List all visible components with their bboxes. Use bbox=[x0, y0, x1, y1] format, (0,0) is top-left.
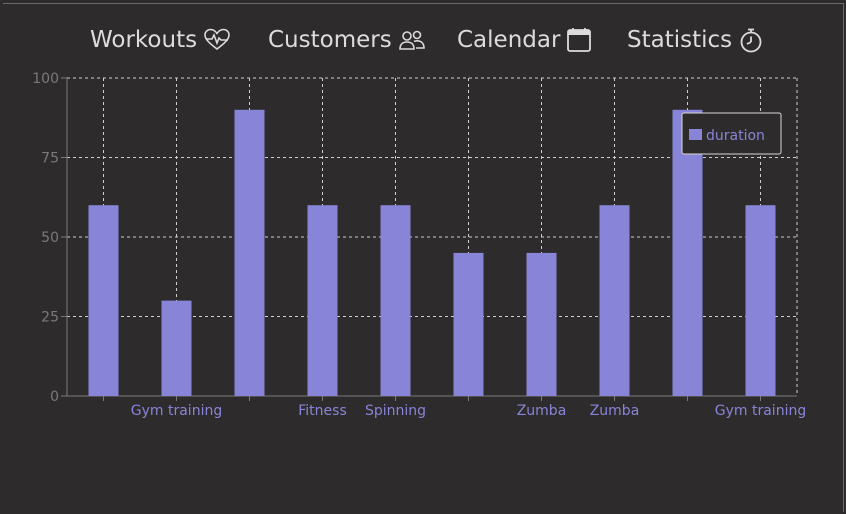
heart-pulse-icon bbox=[204, 28, 230, 51]
bar-duration bbox=[88, 205, 119, 396]
y-tick-label: 25 bbox=[41, 310, 59, 326]
nav-customers-label: Customers bbox=[268, 27, 392, 53]
bar-duration bbox=[234, 109, 265, 397]
y-tick-label: 50 bbox=[41, 230, 59, 246]
y-tick-label: 100 bbox=[32, 71, 59, 87]
x-tick-label: Gym training bbox=[715, 403, 806, 419]
stopwatch-icon bbox=[740, 28, 762, 53]
nav-workouts-label: Workouts bbox=[90, 27, 198, 53]
bar-duration bbox=[161, 300, 192, 396]
legend-label: duration bbox=[706, 128, 765, 144]
nav-calendar[interactable]: Calendar bbox=[457, 20, 592, 60]
top-nav: Workouts Customers Calendar Statistics bbox=[0, 20, 846, 60]
x-tick-label: Spinning bbox=[365, 403, 426, 419]
people-icon bbox=[398, 30, 425, 50]
nav-workouts[interactable]: Workouts bbox=[90, 20, 231, 60]
nav-statistics[interactable]: Statistics bbox=[627, 20, 764, 60]
bar-duration bbox=[380, 205, 411, 396]
x-tick-label: Gym training bbox=[131, 403, 222, 419]
legend-box bbox=[681, 112, 782, 155]
x-tick-label: Zumba bbox=[517, 403, 567, 419]
nav-calendar-label: Calendar bbox=[457, 27, 561, 53]
legend-swatch bbox=[689, 129, 702, 140]
y-tick-label: 0 bbox=[50, 389, 59, 405]
x-tick-label: Fitness bbox=[298, 403, 347, 419]
bar-duration bbox=[599, 205, 630, 396]
bar-duration bbox=[453, 252, 484, 396]
calendar-icon bbox=[567, 28, 592, 52]
window-frame bbox=[3, 3, 844, 512]
bar-duration bbox=[526, 252, 557, 396]
nav-customers[interactable]: Customers bbox=[268, 20, 426, 60]
nav-statistics-label: Statistics bbox=[627, 27, 733, 53]
bar-duration bbox=[672, 109, 703, 397]
bar-duration bbox=[745, 205, 776, 396]
bar-duration bbox=[307, 205, 338, 396]
x-tick-label: Zumba bbox=[590, 403, 640, 419]
y-tick-label: 75 bbox=[41, 151, 59, 167]
